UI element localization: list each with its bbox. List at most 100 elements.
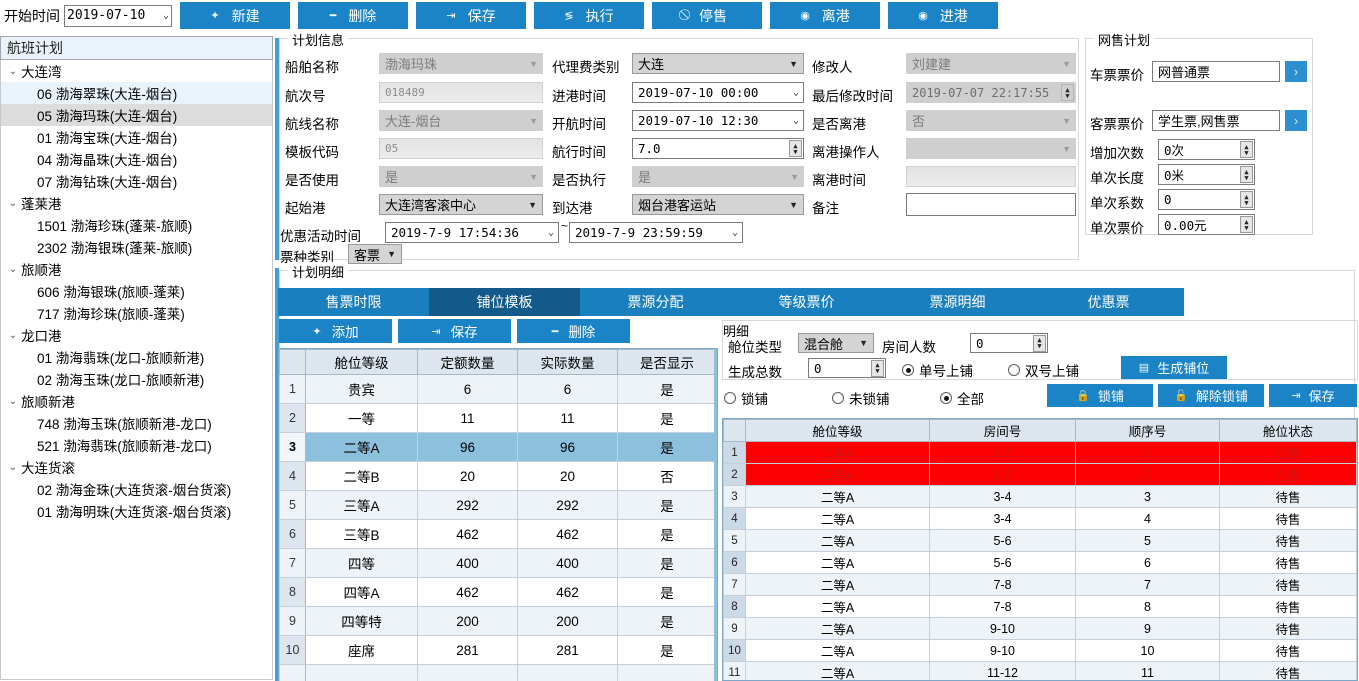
tree-item-748[interactable]: 748 渤海玉珠(旅顺新港-龙口) xyxy=(1,412,272,434)
table-row[interactable]: 8 二等A 7-8 8 待售 xyxy=(723,595,1357,618)
table-row[interactable]: 4 二等A 3-4 4 待售 xyxy=(723,507,1357,530)
tree-item-02-yuzhu[interactable]: 02 渤海玉珠(龙口-旅顺新港) xyxy=(1,368,272,390)
tree-item-04[interactable]: 04 渤海晶珠(大连-烟台) xyxy=(1,148,272,170)
tree-item-606[interactable]: 606 渤海银珠(旅顺-蓬莱) xyxy=(1,280,272,302)
delete-button[interactable]: ━ 删除 xyxy=(298,2,408,29)
table-row[interactable]: 10 二等A 9-10 10 待售 xyxy=(723,639,1357,662)
tree-item-01-feizhu[interactable]: 01 渤海翡珠(龙口-旅顺新港) xyxy=(1,346,272,368)
tree-group-dalianwan[interactable]: ⌄ 大连湾 xyxy=(1,60,272,82)
filter-locked-radio[interactable]: 锁铺 xyxy=(724,388,768,408)
ship-name-select[interactable]: 渤海玛珠 ▼ xyxy=(379,53,543,74)
table-row[interactable]: 11 二等A 11-12 11 待售 xyxy=(723,661,1357,680)
spinner-arrows-icon[interactable]: ▲ ▼ xyxy=(871,359,884,377)
chevron-down-icon[interactable]: ⌄ xyxy=(8,461,18,473)
grid-scrollbar[interactable] xyxy=(714,349,717,681)
unit-coef-spinner[interactable]: 0 ▲ ▼ xyxy=(1158,189,1255,210)
tree-group-lvshun[interactable]: ⌄ 旅顺港 xyxy=(1,258,272,280)
remark-input[interactable] xyxy=(906,193,1076,216)
lock-bed-button[interactable]: 🔒 锁铺 xyxy=(1047,384,1153,407)
tree-item-717[interactable]: 717 渤海珍珠(旅顺-蓬莱) xyxy=(1,302,272,324)
start-port-select[interactable]: 大连湾客滚中心 ▼ xyxy=(379,194,543,215)
spinner-arrows-icon[interactable]: ▲ ▼ xyxy=(1240,216,1253,233)
is-exec-select[interactable]: 是 ▼ xyxy=(632,166,804,187)
table-row[interactable]: 8 四等A 462 462 是 xyxy=(279,577,717,607)
tab-grade-price[interactable]: 等级票价 xyxy=(731,288,882,316)
tree-item-01[interactable]: 01 渤海宝珠(大连-烟台) xyxy=(1,126,272,148)
table-row[interactable]: 6 二等A 5-6 6 待售 xyxy=(723,551,1357,574)
radio-even-upper[interactable]: 双号上铺 xyxy=(1008,360,1079,380)
pax-fare-input[interactable]: 学生票,网售票 xyxy=(1152,110,1280,131)
tree-group-lvshunxin[interactable]: ⌄ 旅顺新港 xyxy=(1,390,272,412)
spinner-arrows-icon[interactable]: ▲ ▼ xyxy=(1033,334,1046,352)
car-fare-expand-button[interactable]: › xyxy=(1285,61,1307,82)
tab-discount-ticket[interactable]: 优惠票 xyxy=(1033,288,1184,316)
cabin-grade-grid[interactable]: 舱位等级 定额数量 实际数量 是否显示 1 贵宾 6 6 是 2 一等 11 11 是 3 二等A… xyxy=(278,348,718,681)
spinner-arrows-icon[interactable]: ▲ ▼ xyxy=(789,140,802,157)
spinner-arrows-icon[interactable]: ▲ ▼ xyxy=(1240,141,1253,158)
modifier-select[interactable]: 刘建建 ▼ xyxy=(906,53,1076,74)
table-row[interactable]: 9 四等特 200 200 是 xyxy=(279,606,717,636)
save-button[interactable]: ⇥ 保存 xyxy=(416,2,526,29)
pax-fare-expand-button[interactable]: › xyxy=(1285,110,1307,131)
tree-item-02-jinzhu[interactable]: 02 渤海金珠(大连货滚-烟台货滚) xyxy=(1,478,272,500)
tree-group-longkou[interactable]: ⌄ 龙口港 xyxy=(1,324,272,346)
save-bed-button[interactable]: ⇥ 保存 xyxy=(1269,384,1357,407)
promo-time-from-input[interactable]: 2019-7-9 17:54:36 ⌄ xyxy=(385,222,559,243)
table-row-selected[interactable]: 3 二等A 96 96 是 xyxy=(279,432,717,462)
table-row[interactable]: 1 贵宾 6 6 是 xyxy=(279,374,717,404)
tree-group-penglai[interactable]: ⌄ 蓬莱港 xyxy=(1,192,272,214)
voyage-no-input[interactable]: 018489 xyxy=(379,82,543,103)
tab-ticket-allocation[interactable]: 票源分配 xyxy=(580,288,731,316)
radio-odd-upper[interactable]: 单号上铺 xyxy=(902,360,973,380)
unit-length-spinner[interactable]: 0米 ▲ ▼ xyxy=(1158,164,1255,185)
stop-sale-button[interactable]: ⃠ 停售 xyxy=(652,2,762,29)
table-row[interactable] xyxy=(279,664,717,681)
start-time-input[interactable]: 2019-07-10 ⌄ xyxy=(64,4,172,27)
sidebar-tree[interactable]: ⌄ 大连湾 06 渤海翠珠(大连-烟台) 05 渤海玛珠(大连-烟台) 01 渤… xyxy=(0,60,273,680)
gen-total-spinner[interactable]: 0 ▲ ▼ xyxy=(808,358,886,378)
chevron-down-icon[interactable]: ⌄ xyxy=(8,197,18,209)
tree-item-01-mingzhu[interactable]: 01 渤海明珠(大连货滚-烟台货滚) xyxy=(1,500,272,522)
spinner-arrows-icon[interactable]: ▲ ▼ xyxy=(1240,191,1253,208)
tree-item-2302[interactable]: 2302 渤海银珠(蓬莱-旅顺) xyxy=(1,236,272,258)
table-row[interactable]: 10 座席 281 281 是 xyxy=(279,635,717,665)
dest-port-select[interactable]: 烟台港客运站 ▼ xyxy=(632,194,804,215)
table-row[interactable]: 3 二等A 3-4 3 待售 xyxy=(723,485,1357,508)
bed-detail-grid[interactable]: 舱位等级 房间号 顺序号 舱位状态 1 二等A 1-2 1 已售 2 二等A 1-2 2 已售 … xyxy=(722,418,1358,681)
table-row[interactable]: 5 三等A 292 292 是 xyxy=(279,490,717,520)
tree-item-521[interactable]: 521 渤海翡珠(旅顺新港-龙口) xyxy=(1,434,272,456)
tab-ticket-detail[interactable]: 票源明细 xyxy=(882,288,1033,316)
arrive-time-input[interactable]: 2019-07-10 00:00 ⌄ xyxy=(632,82,804,103)
cabin-type-select[interactable]: 混合舱 ▼ xyxy=(798,333,874,353)
is-departed-select[interactable]: 否 ▼ xyxy=(906,110,1076,131)
unlock-bed-button[interactable]: 🔓 解除锁铺 xyxy=(1158,384,1264,407)
template-code-input[interactable]: 05 xyxy=(379,138,543,159)
depart-operator-select[interactable]: ▼ xyxy=(906,138,1076,159)
depart-port-button[interactable]: ◉ 离港 xyxy=(770,2,880,29)
delete-cabin-button[interactable]: ━ 删除 xyxy=(517,319,630,343)
filter-all-radio[interactable]: 全部 xyxy=(940,388,984,408)
car-fare-input[interactable]: 网普通票 xyxy=(1152,61,1280,82)
tree-item-05[interactable]: 05 渤海玛珠(大连-烟台) xyxy=(1,104,272,126)
ticket-kind-select[interactable]: 客票 ▼ xyxy=(348,244,402,264)
depart-time-input[interactable]: 2019-07-10 12:30 ⌄ xyxy=(632,110,804,131)
table-row[interactable]: 7 二等A 7-8 7 待售 xyxy=(723,573,1357,596)
room-people-spinner[interactable]: 0 ▲ ▼ xyxy=(970,333,1048,353)
table-row[interactable]: 7 四等 400 400 是 xyxy=(279,548,717,578)
chevron-down-icon[interactable]: ⌄ xyxy=(8,263,18,275)
table-row[interactable]: 4 二等B 20 20 否 xyxy=(279,461,717,491)
arrive-port-button[interactable]: ◉ 进港 xyxy=(888,2,998,29)
table-row[interactable]: 9 二等A 9-10 9 待售 xyxy=(723,617,1357,640)
last-modify-input[interactable]: 2019-07-07 22:17:55 ▲ ▼ xyxy=(906,82,1076,103)
tree-item-1501[interactable]: 1501 渤海珍珠(蓬莱-旅顺) xyxy=(1,214,272,236)
table-row[interactable]: 2 一等 11 11 是 xyxy=(279,403,717,433)
chevron-down-icon[interactable]: ⌄ xyxy=(8,329,18,341)
execute-button[interactable]: ≶ 执行 xyxy=(534,2,644,29)
depart-actual-input[interactable] xyxy=(906,166,1076,187)
add-count-spinner[interactable]: 0次 ▲ ▼ xyxy=(1158,139,1255,160)
tree-item-06[interactable]: 06 渤海翠珠(大连-烟台) xyxy=(1,82,272,104)
table-row-sold[interactable]: 1 二等A 1-2 1 已售 xyxy=(723,441,1357,464)
tab-sale-deadline[interactable]: 售票时限 xyxy=(278,288,429,316)
filter-unlocked-radio[interactable]: 未锁铺 xyxy=(832,388,890,408)
sail-time-spinner[interactable]: 7.0 ▲ ▼ xyxy=(632,138,804,159)
